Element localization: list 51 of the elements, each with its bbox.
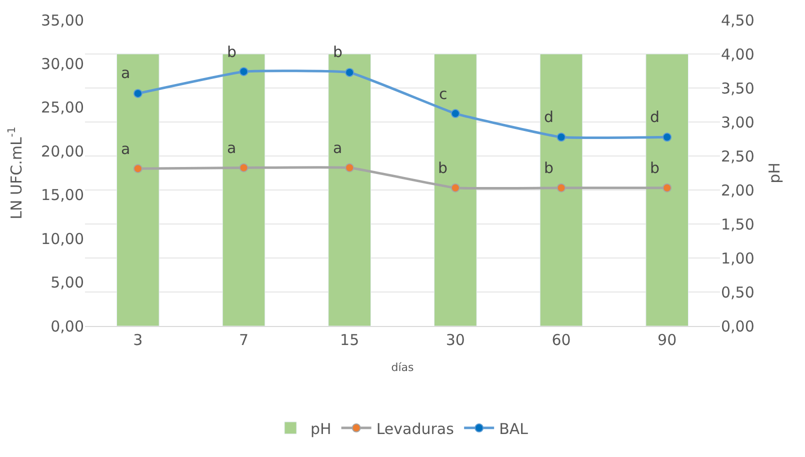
point xyxy=(133,88,142,98)
y-tick-label: 15,00 xyxy=(41,186,84,204)
annotation: b xyxy=(438,159,448,177)
x-axis-title: días xyxy=(391,361,414,374)
y2-tick-label: 2,00 xyxy=(721,181,754,200)
x-tick-label: 3 xyxy=(133,331,143,349)
annotation: d xyxy=(650,108,660,126)
y2-tick-label: 2,50 xyxy=(721,147,754,166)
annotation: b xyxy=(544,159,554,177)
point xyxy=(239,163,248,172)
y2-tick-label: 4,00 xyxy=(721,45,754,64)
x-tick-label: 30 xyxy=(446,331,465,349)
point xyxy=(556,183,566,192)
annotation: a xyxy=(121,64,130,82)
point xyxy=(239,67,248,76)
annotation: a xyxy=(227,139,236,157)
y2-tick-label: 0,00 xyxy=(721,317,754,336)
x-tick-label: 7 xyxy=(238,331,249,349)
y2-tick-label: 0,50 xyxy=(721,283,754,302)
point xyxy=(662,132,672,142)
x-tick-label: 60 xyxy=(552,331,571,349)
y2-tick-label: 3,50 xyxy=(721,79,754,98)
annotation: a xyxy=(333,139,342,157)
point xyxy=(345,163,354,172)
x-tick-label: 15 xyxy=(340,331,360,349)
legend-label: pH xyxy=(310,420,332,438)
y-tick-label: 10,00 xyxy=(41,230,84,248)
y-tick-label: 30,00 xyxy=(41,54,84,73)
y2-tick-label: 1,50 xyxy=(721,215,754,234)
legend-label: BAL xyxy=(499,420,529,438)
y-tick-label: 35,00 xyxy=(41,11,84,30)
y-tick-label: 25,00 xyxy=(41,98,84,117)
x-tick-label: 90 xyxy=(658,331,677,349)
point xyxy=(556,132,566,142)
annotation: b xyxy=(650,159,660,177)
annotation: a xyxy=(121,140,130,158)
point xyxy=(133,164,142,174)
annotation: c xyxy=(439,85,448,103)
point xyxy=(450,109,460,118)
y2-tick-label: 1,00 xyxy=(721,249,754,268)
y-tick-label: 20,00 xyxy=(41,142,84,160)
y-tick-label: 5,00 xyxy=(50,274,84,292)
point xyxy=(345,68,354,77)
y2-axis-title: pH xyxy=(765,162,784,184)
point xyxy=(662,183,672,192)
annotation: d xyxy=(544,108,554,126)
y-tick-label: 0,00 xyxy=(50,317,84,336)
point xyxy=(450,183,460,192)
legend-label: Levaduras xyxy=(376,420,454,438)
y2-tick-label: 3,00 xyxy=(721,113,754,132)
y2-tick-label: 4,50 xyxy=(721,11,754,30)
